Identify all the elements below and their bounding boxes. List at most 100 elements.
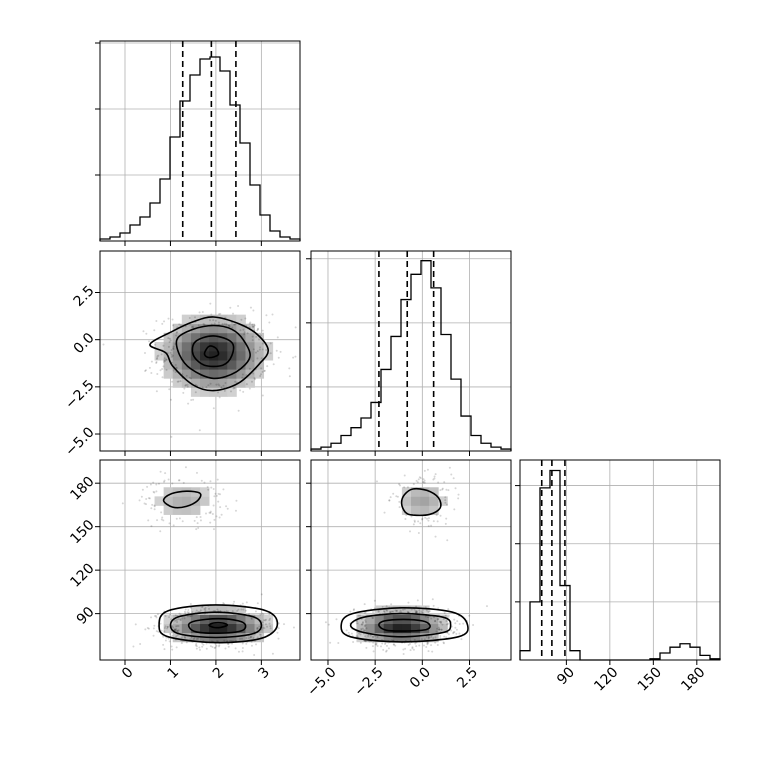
scatter-point-joint-1-2-356 <box>413 520 416 523</box>
scatter-point-joint-1-2-197 <box>359 614 362 617</box>
scatter-point-joint-0-2-329 <box>121 502 124 505</box>
scatter-point-joint-1-2-78 <box>367 635 370 638</box>
scatter-point-joint-0-1-198 <box>218 313 221 316</box>
density-cell-joint-0-1-15-11 <box>236 341 246 352</box>
scatter-point-joint-1-2-22 <box>364 624 367 627</box>
scatter-point-joint-1-2-133 <box>437 626 440 629</box>
panel-frame-hist-0 <box>99 40 301 242</box>
scatter-point-joint-1-2-95 <box>430 636 433 639</box>
scatter-point-joint-0-2-234 <box>237 608 240 611</box>
density-cell-joint-0-2-18-3 <box>263 623 274 634</box>
scatter-point-joint-1-2-272 <box>427 636 430 639</box>
scatter-point-joint-1-2-312 <box>427 519 430 522</box>
scatter-point-joint-1-2-306 <box>398 500 401 503</box>
scatter-point-joint-0-2-116 <box>259 633 262 636</box>
scatter-point-joint-1-2-192 <box>414 609 417 612</box>
scatter-point-joint-0-2-353 <box>195 516 198 519</box>
scatter-point-joint-0-1-102 <box>227 324 230 327</box>
scatter-point-joint-0-2-308 <box>209 480 212 483</box>
density-cell-joint-1-2-5-3 <box>356 623 366 634</box>
contour-joint-0-2-4 <box>162 490 202 509</box>
scatter-point-joint-0-2-41 <box>150 616 153 619</box>
density-cell-joint-1-2-11-2 <box>411 632 421 643</box>
scatter-point-joint-0-2-359 <box>177 479 180 482</box>
scatter-point-joint-1-2-131 <box>377 610 380 613</box>
scatter-point-joint-0-2-161 <box>213 646 216 649</box>
density-cell-joint-1-2-11-17 <box>411 496 421 506</box>
scatter-point-joint-0-2-326 <box>172 524 175 527</box>
scatter-point-joint-0-2-68 <box>166 627 169 630</box>
scatter-point-joint-1-2-190 <box>349 610 352 613</box>
scatter-point-joint-0-2-336 <box>204 512 207 515</box>
scatter-point-joint-0-2-194 <box>195 647 198 650</box>
scatter-point-joint-1-2-19 <box>431 650 434 653</box>
scatter-point-joint-0-1-7 <box>243 333 246 336</box>
scatter-point-joint-0-1-204 <box>234 323 237 326</box>
scatter-point-joint-0-1-172 <box>156 373 159 376</box>
scatter-point-joint-0-2-29 <box>241 602 244 605</box>
density-cell-joint-0-1-12-7 <box>209 378 219 388</box>
scatter-point-joint-1-2-145 <box>426 643 429 646</box>
scatter-point-joint-1-2-172 <box>432 604 435 607</box>
scatter-point-joint-1-2-124 <box>390 610 393 613</box>
scatter-point-joint-1-2-58 <box>356 620 359 623</box>
scatter-point-joint-0-1-201 <box>217 391 220 394</box>
scatter-point-joint-1-2-81 <box>393 643 396 646</box>
scatter-point-joint-0-2-174 <box>269 617 272 620</box>
scatter-point-joint-0-1-241 <box>268 321 271 324</box>
scatter-point-joint-1-2-245 <box>364 619 367 622</box>
panel-frame-hist-1 <box>310 250 512 452</box>
scatter-point-joint-0-2-43 <box>241 650 244 653</box>
scatter-point-joint-0-1-170 <box>265 348 268 351</box>
scatter-point-joint-0-2-122 <box>175 619 178 622</box>
density-cell-joint-0-1-10-6 <box>190 387 201 397</box>
scatter-point-joint-1-2-348 <box>432 520 435 523</box>
scatter-point-joint-1-2-249 <box>452 632 455 635</box>
scatter-point-joint-1-2-32 <box>432 616 435 619</box>
scatter-point-joint-1-2-231 <box>402 648 405 651</box>
scatter-point-joint-1-2-5 <box>452 631 455 634</box>
scatter-point-joint-0-1-53 <box>256 328 259 331</box>
scatter-point-joint-1-2-321 <box>437 481 440 484</box>
density-cell-joint-0-1-17-12 <box>254 332 265 343</box>
density-cell-joint-0-2-18-4 <box>263 614 274 625</box>
density-cell-joint-0-2-8-2 <box>172 632 183 643</box>
scatter-point-joint-0-2-311 <box>153 504 156 507</box>
scatter-point-joint-1-2-220 <box>445 619 448 622</box>
scatter-point-joint-0-2-298 <box>145 498 148 501</box>
scatter-point-joint-0-2-241 <box>223 639 226 642</box>
density-cell-joint-1-2-11-5 <box>411 605 421 615</box>
scatter-point-joint-1-2-127 <box>361 621 364 624</box>
density-cell-joint-0-2-15-5 <box>236 605 246 615</box>
scatter-point-joint-0-2-134 <box>249 636 252 639</box>
density-cell-joint-0-1-12-8 <box>209 369 219 379</box>
density-cell-joint-0-2-16-2 <box>245 632 255 643</box>
scatter-point-joint-1-2-169 <box>385 649 388 652</box>
scatter-point-joint-1-2-128 <box>415 611 418 614</box>
scatter-point-joint-0-2-299 <box>155 483 158 486</box>
scatter-point-joint-0-2-257 <box>159 622 162 625</box>
density-cell-joint-0-1-6-11 <box>154 341 165 352</box>
scatter-point-joint-1-2-115 <box>425 646 428 649</box>
scatter-point-joint-1-2-357 <box>444 501 447 504</box>
scatter-point-joint-0-2-149 <box>164 625 167 628</box>
scatter-point-joint-1-2-50 <box>434 620 437 623</box>
density-cell-joint-0-2-10-5 <box>190 605 201 615</box>
density-cell-joint-0-1-18-10 <box>263 351 274 361</box>
scatter-point-joint-1-2-168 <box>414 611 417 614</box>
scatter-point-joint-0-1-206 <box>294 355 297 358</box>
scatter-point-joint-1-2-63 <box>421 609 424 612</box>
scatter-point-joint-1-2-174 <box>376 636 379 639</box>
density-cell-joint-0-1-10-8 <box>190 369 201 379</box>
scatter-points-joint-0-2 <box>121 466 295 656</box>
scatter-point-joint-0-1-213 <box>252 372 255 375</box>
density-cell-joint-0-1-8-7 <box>172 378 183 388</box>
scatter-point-joint-0-1-140 <box>150 360 153 363</box>
scatter-point-joint-0-2-321 <box>226 507 229 510</box>
scatter-point-joint-0-2-237 <box>176 634 179 637</box>
scatter-point-joint-0-1-143 <box>201 386 204 389</box>
scatter-point-joint-1-2-339 <box>441 487 444 490</box>
scatter-point-joint-1-2-138 <box>371 645 374 648</box>
scatter-point-joint-1-2-181 <box>410 608 413 611</box>
scatter-point-joint-1-2-164 <box>350 632 353 635</box>
